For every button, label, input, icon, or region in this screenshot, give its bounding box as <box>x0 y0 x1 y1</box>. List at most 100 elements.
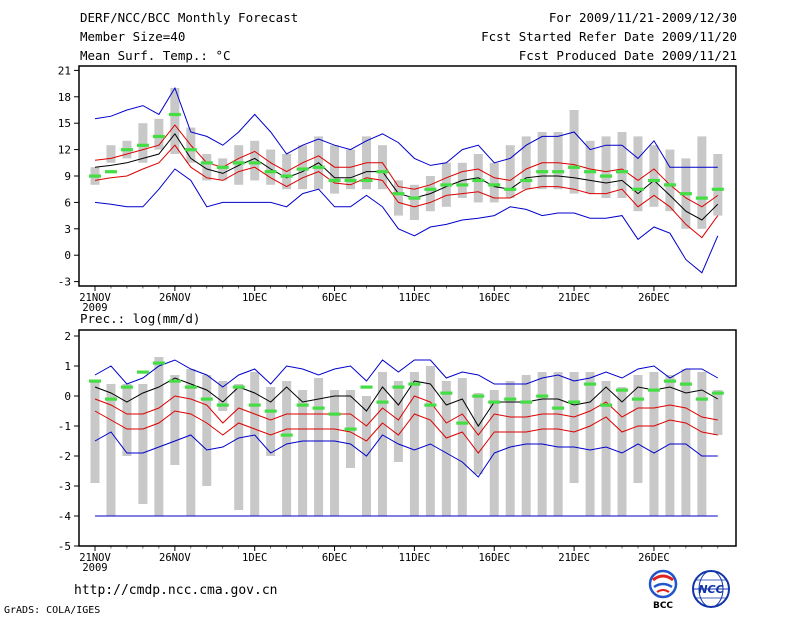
temp-ensemble-marker <box>440 183 453 187</box>
member-size-label: Member Size=40 <box>80 29 186 44</box>
prec-ensemble-marker <box>360 385 373 389</box>
prec-xtick-label: 1DEC <box>242 552 267 564</box>
temp-ensemble-marker <box>168 112 181 117</box>
temp-xtick-label: 16DEC <box>478 292 510 304</box>
temp-ensemble-marker <box>536 170 549 174</box>
temp-spread-bar <box>106 145 116 163</box>
temp-ensemble-marker <box>376 170 389 174</box>
fcst-started-label: Fcst Started Refer Date 2009/11/20 <box>481 29 737 44</box>
temp-ensemble-marker <box>120 148 133 152</box>
temp-spread-bar <box>521 136 531 190</box>
prec-ensemble-marker <box>152 361 165 365</box>
temp-spread-bar <box>649 145 659 207</box>
prec-xtick-label: 11DEC <box>399 552 431 564</box>
prec-spread-bar <box>234 384 244 510</box>
prec-spread-bar <box>601 381 611 516</box>
prec-spread-bar <box>713 390 723 435</box>
prec-ensemble-marker <box>456 421 469 425</box>
prec-ensemble-marker <box>520 400 533 404</box>
temp-spread-bar <box>569 110 579 194</box>
prec-series-upper <box>94 395 718 436</box>
prec-ensemble-marker <box>312 406 325 410</box>
temp-spread-bar <box>665 149 675 212</box>
temp-spread-bar <box>633 136 643 212</box>
temp-ytick-label: -3 <box>58 276 71 289</box>
temp-ytick-label: 18 <box>58 91 71 104</box>
temp-spread-bar <box>393 180 403 216</box>
prec-spread-bar <box>218 381 228 411</box>
ncc-logo-text: NCC <box>698 583 723 596</box>
temp-ensemble-marker <box>184 148 197 152</box>
prec-ytick-label: -3 <box>58 480 71 493</box>
prec-spread-bar <box>282 381 292 516</box>
source-url[interactable]: http://cmdp.ncc.cma.gov.cn <box>74 583 278 598</box>
temp-ensemble-marker <box>504 187 517 191</box>
bcc-logo: BCC <box>648 569 678 610</box>
prec-ensemble-marker <box>328 412 341 416</box>
prec-spread-bar <box>266 387 276 456</box>
temp-series-max <box>94 86 718 168</box>
prec-ensemble-marker <box>647 388 660 392</box>
prec-spread-bar <box>330 390 340 516</box>
temp-spread-bar <box>617 132 627 198</box>
prec-spread-bar <box>665 375 675 516</box>
prec-ensemble-marker <box>248 403 261 407</box>
prec-ensemble-marker <box>616 388 629 392</box>
temp-ensemble-marker <box>344 178 357 183</box>
temp-spread-bar <box>138 123 148 163</box>
temp-spread-bar <box>505 145 515 198</box>
prec-ensemble-marker <box>552 406 565 410</box>
prec-xtick-label: 26DEC <box>638 552 670 564</box>
temp-ensemble-marker <box>631 187 644 191</box>
temp-ensemble-marker <box>647 178 660 183</box>
prec-ytick-label: 1 <box>64 360 71 373</box>
temp-xtick-label: 21NOV <box>79 292 111 304</box>
temp-ytick-label: 12 <box>58 144 71 157</box>
bcc-logo-text: BCC <box>653 601 673 610</box>
prec-ensemble-marker <box>440 391 453 395</box>
temp-spread-bar <box>601 136 611 198</box>
temp-spread-bar <box>298 145 308 190</box>
temp-ensemble-marker <box>520 178 533 183</box>
prec-spread-bar <box>250 372 260 516</box>
prec-ytick-label: -2 <box>58 450 71 463</box>
temp-ytick-label: 6 <box>64 196 71 209</box>
prec-spread-bar <box>633 375 643 483</box>
variable-label: Mean Surf. Temp.: °C <box>80 48 231 63</box>
temp-ensemble-marker <box>552 170 565 174</box>
temp-spread-bar <box>218 158 228 181</box>
prec-ensemble-marker <box>392 385 405 389</box>
prec-spread-bar <box>314 378 324 516</box>
temp-ensemble-marker <box>152 134 165 139</box>
prec-ensemble-marker <box>408 382 421 386</box>
temp-spread-bar <box>202 154 212 181</box>
temp-spread-bar <box>697 136 707 229</box>
prec-ensemble-marker <box>488 400 501 404</box>
temp-ensemble-marker <box>248 161 261 165</box>
prec-spread-bar <box>585 372 595 516</box>
prec-ensemble-marker <box>264 409 277 413</box>
temp-ensemble-marker <box>584 170 597 174</box>
prec-spread-bar <box>409 372 419 516</box>
prec-xtick-label: 26NOV <box>159 552 191 564</box>
temp-ytick-label: 21 <box>58 64 71 77</box>
temp-ytick-label: 0 <box>64 249 71 262</box>
prec-ensemble-marker <box>280 433 293 437</box>
temp-spread-bar <box>266 149 276 185</box>
prec-ensemble-marker <box>184 385 197 389</box>
prec-series-lower <box>94 410 718 454</box>
prec-spread-bar <box>457 378 467 516</box>
prec-ensemble-marker <box>136 370 149 374</box>
temp-spread-bar <box>553 132 563 190</box>
temp-series-mean <box>94 132 719 221</box>
prec-spread-bar <box>505 381 515 516</box>
temp-ensemble-marker <box>616 170 629 174</box>
prec-ensemble-marker <box>232 385 245 389</box>
temp-spread-bar <box>409 184 419 220</box>
prec-spread-bar <box>697 372 707 516</box>
prec-spread-bar <box>569 372 579 483</box>
temp-ensemble-marker <box>296 167 309 171</box>
prec-spread-bar <box>138 384 148 504</box>
